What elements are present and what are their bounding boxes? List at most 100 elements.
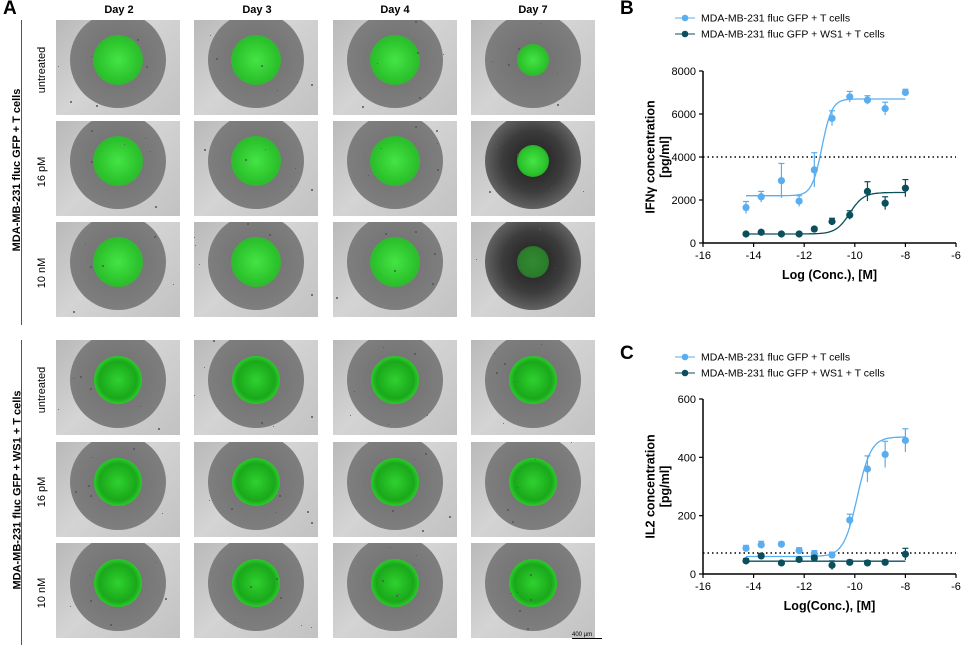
data-point [757, 552, 765, 560]
day-label-2: Day 2 [104, 4, 134, 16]
debris-speck [85, 244, 86, 245]
data-point [777, 540, 786, 548]
data-point [795, 547, 803, 555]
debris-speck [154, 236, 156, 238]
debris-speck [199, 264, 200, 265]
debris-speck [280, 597, 282, 599]
debris-speck [381, 148, 382, 149]
debris-speck [311, 627, 312, 628]
row-label-g1-10nm: 10 nM [36, 257, 48, 289]
debris-speck [489, 191, 491, 193]
debris-speck [555, 268, 556, 269]
debris-speck [90, 600, 92, 602]
debris-speck [276, 512, 277, 513]
data-point [777, 230, 786, 238]
data-point [742, 230, 750, 238]
debris-speck [511, 593, 512, 594]
data-point [742, 203, 750, 212]
debris-speck [383, 347, 384, 348]
y-tick-label: 8000 [672, 66, 696, 78]
debris-speck [91, 56, 92, 57]
debris-speck [277, 90, 278, 91]
debris-speck [311, 84, 313, 86]
microscopy-image [56, 20, 180, 115]
debris-speck [90, 575, 91, 576]
debris-speck [496, 146, 498, 148]
gfp-spheroid [231, 237, 281, 287]
x-axis-label: Log (Conc.), [M] [782, 268, 877, 282]
gfp-spheroid [517, 246, 549, 278]
debris-speck [209, 500, 210, 501]
gfp-spheroid [509, 559, 557, 607]
data-point [863, 465, 872, 473]
debris-speck [503, 423, 504, 424]
x-tick-label: -16 [695, 581, 711, 593]
data-point [846, 516, 854, 524]
data-point [828, 561, 836, 569]
debris-speck [396, 595, 398, 597]
microscopy-image [194, 20, 318, 115]
group-2-label: MDA-MB-231 fluc GFP + WS1 + T cells [11, 390, 24, 590]
gfp-spheroid [509, 458, 557, 506]
gfp-spheroid [371, 458, 419, 506]
debris-speck [297, 82, 298, 83]
debris-speck [311, 189, 313, 191]
legend-label: MDA-MB-231 fluc GFP + T cells [701, 13, 850, 25]
y-axis-label-line: IL2 concentration [644, 434, 658, 538]
microscopy-image [333, 222, 457, 317]
debris-speck [414, 459, 415, 460]
debris-speck [354, 391, 355, 392]
day-label-4: Day 4 [380, 4, 410, 16]
debris-speck [75, 491, 77, 493]
debris-speck [70, 101, 72, 103]
debris-speck [434, 253, 436, 255]
legend-marker [681, 353, 689, 361]
gfp-spheroid [370, 35, 420, 85]
data-point [828, 551, 836, 559]
debris-speck [539, 228, 541, 230]
debris-speck [235, 622, 236, 623]
debris-speck [140, 406, 141, 407]
debris-speck [415, 231, 417, 233]
row-label-g2-untreated: untreated [36, 366, 48, 414]
x-tick-label: -8 [901, 581, 911, 593]
fit-curve [746, 436, 906, 558]
microscopy-image [333, 121, 457, 216]
y-axis-label-line: [pg/ml] [658, 136, 672, 178]
row-label-g2-16pm: 16 pM [36, 476, 48, 508]
debris-speck [195, 245, 196, 246]
legend-label: MDA-MB-231 fluc GFP + WS1 + T cells [701, 368, 885, 380]
debris-speck [512, 521, 514, 523]
x-tick-label: -8 [901, 250, 911, 262]
debris-speck [102, 265, 104, 267]
legend-label: MDA-MB-231 fluc GFP + T cells [701, 352, 850, 364]
debris-speck [449, 516, 451, 518]
debris-speck [476, 259, 477, 260]
debris-speck [279, 495, 281, 497]
debris-speck [390, 547, 391, 548]
debris-speck [414, 353, 416, 355]
debris-speck [415, 21, 417, 23]
debris-speck [518, 48, 520, 50]
legend-marker [681, 369, 689, 377]
debris-speck [517, 487, 518, 488]
data-point [810, 554, 818, 562]
gfp-spheroid [232, 356, 280, 404]
gfp-spheroid [370, 136, 420, 186]
legend-marker [681, 30, 689, 38]
y-axis-label: IL2 concentration[pg/ml] [644, 434, 672, 538]
legend-label: MDA-MB-231 fluc GFP + WS1 + T cells [701, 29, 885, 41]
debris-speck [165, 598, 167, 600]
debris-speck [575, 181, 576, 182]
y-tick-label: 6000 [672, 109, 696, 121]
debris-speck [137, 39, 139, 41]
debris-speck [530, 574, 532, 576]
gfp-spheroid [231, 136, 281, 186]
microscopy-image [56, 442, 180, 537]
y-tick-label: 600 [678, 394, 696, 406]
debris-speck [173, 284, 174, 285]
debris-speck [414, 564, 415, 565]
gfp-spheroid [93, 136, 143, 186]
debris-speck [571, 442, 572, 443]
y-axis-label-line: [pg/ml] [658, 466, 672, 508]
